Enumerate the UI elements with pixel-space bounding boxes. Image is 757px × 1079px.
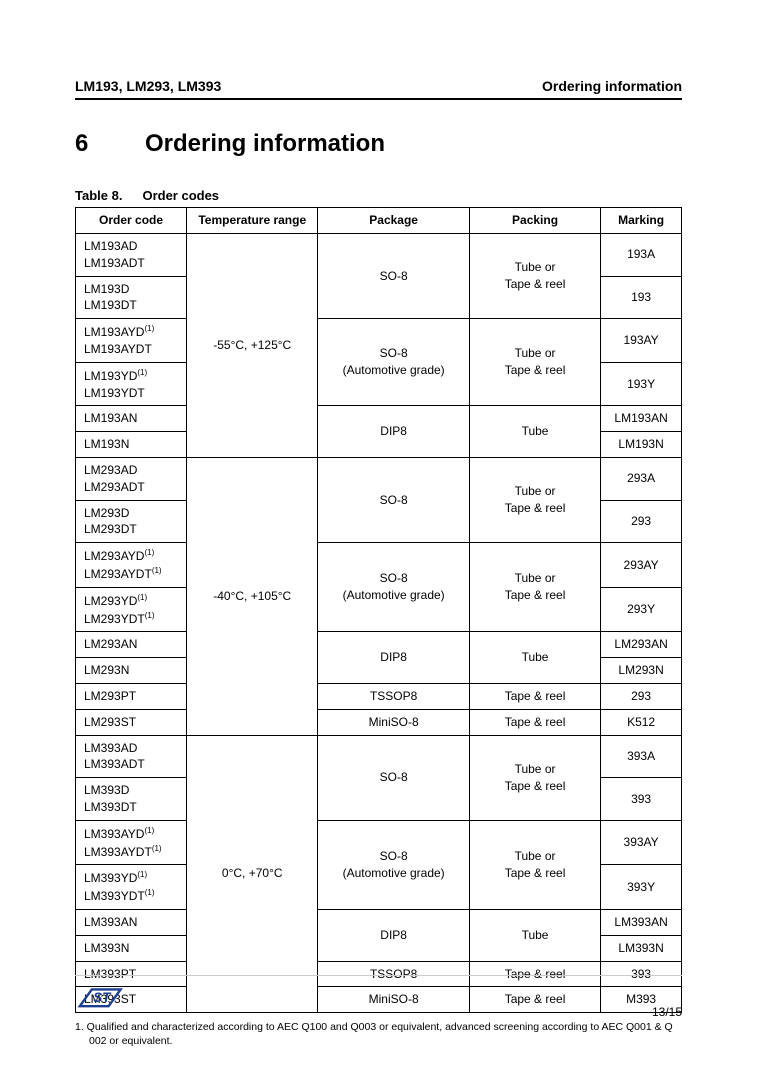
header-right: Ordering information [542, 78, 682, 94]
order-code-cell: LM293YD(1)LM293YDT(1) [76, 587, 187, 632]
table-cell: Tube [469, 632, 600, 684]
column-header: Temperature range [187, 208, 318, 234]
table-row: LM293PT TSSOP8Tape & reel293 [76, 683, 682, 709]
table-body: LM193ADLM193ADT-55°C, +125°CSO-8Tube orT… [76, 234, 682, 1013]
table-cell: LM293N [601, 658, 682, 684]
table-row: LM393ANDIP8TubeLM393AN [76, 909, 682, 935]
order-code-cell: LM293AN [76, 632, 187, 658]
table-cell: SO-8 [318, 234, 470, 319]
table-cell: Tube orTape & reel [469, 319, 600, 406]
table-cell: 293Y [601, 587, 682, 632]
page-footer: ST 13/15 [75, 975, 682, 1019]
table-cell: 193 [601, 276, 682, 319]
table-row: LM193ADLM193ADT-55°C, +125°CSO-8Tube orT… [76, 234, 682, 277]
table-cell: LM193N [601, 432, 682, 458]
table-cell: LM193AN [601, 406, 682, 432]
table-cell: Tube [469, 406, 600, 458]
svg-text:ST: ST [93, 990, 112, 1005]
table-cell: DIP8 [318, 406, 470, 458]
order-code-cell: LM193AYD(1)LM193AYDT [76, 319, 187, 363]
section-number: 6 [75, 130, 145, 158]
table-cell: -55°C, +125°C [187, 234, 318, 458]
order-code-cell: LM393N [76, 935, 187, 961]
table-cell: LM393N [601, 935, 682, 961]
order-code-cell: LM293AYD(1)LM293AYDT(1) [76, 543, 187, 588]
order-code-cell: LM393DLM393DT [76, 778, 187, 821]
table-cell: 193Y [601, 362, 682, 406]
order-code-cell: LM193ADLM193ADT [76, 234, 187, 277]
table-cell: 393A [601, 735, 682, 778]
order-codes-table: Order codeTemperature rangePackagePackin… [75, 207, 682, 1013]
table-row: LM393AYD(1)LM393AYDT(1)SO-8(Automotive g… [76, 820, 682, 865]
table-cell: Tube orTape & reel [469, 457, 600, 542]
table-cell: 293 [601, 500, 682, 543]
order-code-cell: LM193N [76, 432, 187, 458]
table-row: LM293AYD(1)LM293AYDT(1)SO-8(Automotive g… [76, 543, 682, 588]
table-cell: Tube orTape & reel [469, 735, 600, 820]
order-code-cell: LM393ADLM393ADT [76, 735, 187, 778]
table-cell: SO-8 [318, 735, 470, 820]
order-code-cell: LM193YD(1)LM193YDT [76, 362, 187, 406]
order-code-cell: LM293N [76, 658, 187, 684]
table-number: Table 8. [75, 188, 122, 203]
table-cell: 293 [601, 683, 682, 709]
column-header: Marking [601, 208, 682, 234]
table-cell: 393Y [601, 865, 682, 910]
table-cell: Tube orTape & reel [469, 234, 600, 319]
table-cell: 393AY [601, 820, 682, 865]
table-row: LM193AYD(1)LM193AYDTSO-8(Automotive grad… [76, 319, 682, 363]
table-cell: Tape & reel [469, 709, 600, 735]
order-code-cell: LM393AYD(1)LM393AYDT(1) [76, 820, 187, 865]
table-cell: LM293AN [601, 632, 682, 658]
table-cell: DIP8 [318, 909, 470, 961]
table-cell: LM393AN [601, 909, 682, 935]
table-cell: K512 [601, 709, 682, 735]
order-code-cell: LM193DLM193DT [76, 276, 187, 319]
order-code-cell: LM393YD(1)LM393YDT(1) [76, 865, 187, 910]
table-cell: 193AY [601, 319, 682, 363]
order-code-cell: LM393AN [76, 909, 187, 935]
table-cell: 0°C, +70°C [187, 735, 318, 1013]
table-cell: SO-8(Automotive grade) [318, 319, 470, 406]
table-row: LM193ANDIP8TubeLM193AN [76, 406, 682, 432]
section-heading: 6Ordering information [75, 130, 682, 158]
table-title: Order codes [142, 188, 219, 203]
table-cell: SO-8 [318, 457, 470, 542]
table-cell: 293A [601, 457, 682, 500]
table-cell: TSSOP8 [318, 683, 470, 709]
table-head: Order codeTemperature rangePackagePackin… [76, 208, 682, 234]
table-cell: Tube [469, 909, 600, 961]
table-cell: 193A [601, 234, 682, 277]
column-header: Packing [469, 208, 600, 234]
page-number: 13/15 [652, 1005, 682, 1019]
table-cell: 393 [601, 778, 682, 821]
table-caption: Table 8. Order codes [75, 188, 682, 203]
table-cell: Tube orTape & reel [469, 543, 600, 632]
section-title: Ordering information [145, 130, 385, 157]
table-cell: Tape & reel [469, 683, 600, 709]
table-row: LM293ST MiniSO-8Tape & reelK512 [76, 709, 682, 735]
column-header: Order code [76, 208, 187, 234]
table-cell: SO-8(Automotive grade) [318, 820, 470, 909]
order-code-cell: LM193AN [76, 406, 187, 432]
table-row: LM293ANDIP8TubeLM293AN [76, 632, 682, 658]
table-row: LM393ADLM393ADT0°C, +70°CSO-8Tube orTape… [76, 735, 682, 778]
order-code-cell: LM293DLM293DT [76, 500, 187, 543]
order-code-cell: LM293ST [76, 709, 187, 735]
st-logo: ST [75, 984, 123, 1019]
page-header: LM193, LM293, LM393 Ordering information [75, 78, 682, 100]
table-row: LM293ADLM293ADT-40°C, +105°CSO-8Tube orT… [76, 457, 682, 500]
table-cell: DIP8 [318, 632, 470, 684]
table-cell: MiniSO-8 [318, 709, 470, 735]
header-left: LM193, LM293, LM393 [75, 78, 221, 94]
order-code-cell: LM293PT [76, 683, 187, 709]
table-cell: SO-8(Automotive grade) [318, 543, 470, 632]
table-cell: Tube orTape & reel [469, 820, 600, 909]
column-header: Package [318, 208, 470, 234]
table-cell: 293AY [601, 543, 682, 588]
order-code-cell: LM293ADLM293ADT [76, 457, 187, 500]
table-footnote: 1. Qualified and characterized according… [75, 1021, 682, 1048]
table-cell: -40°C, +105°C [187, 457, 318, 735]
